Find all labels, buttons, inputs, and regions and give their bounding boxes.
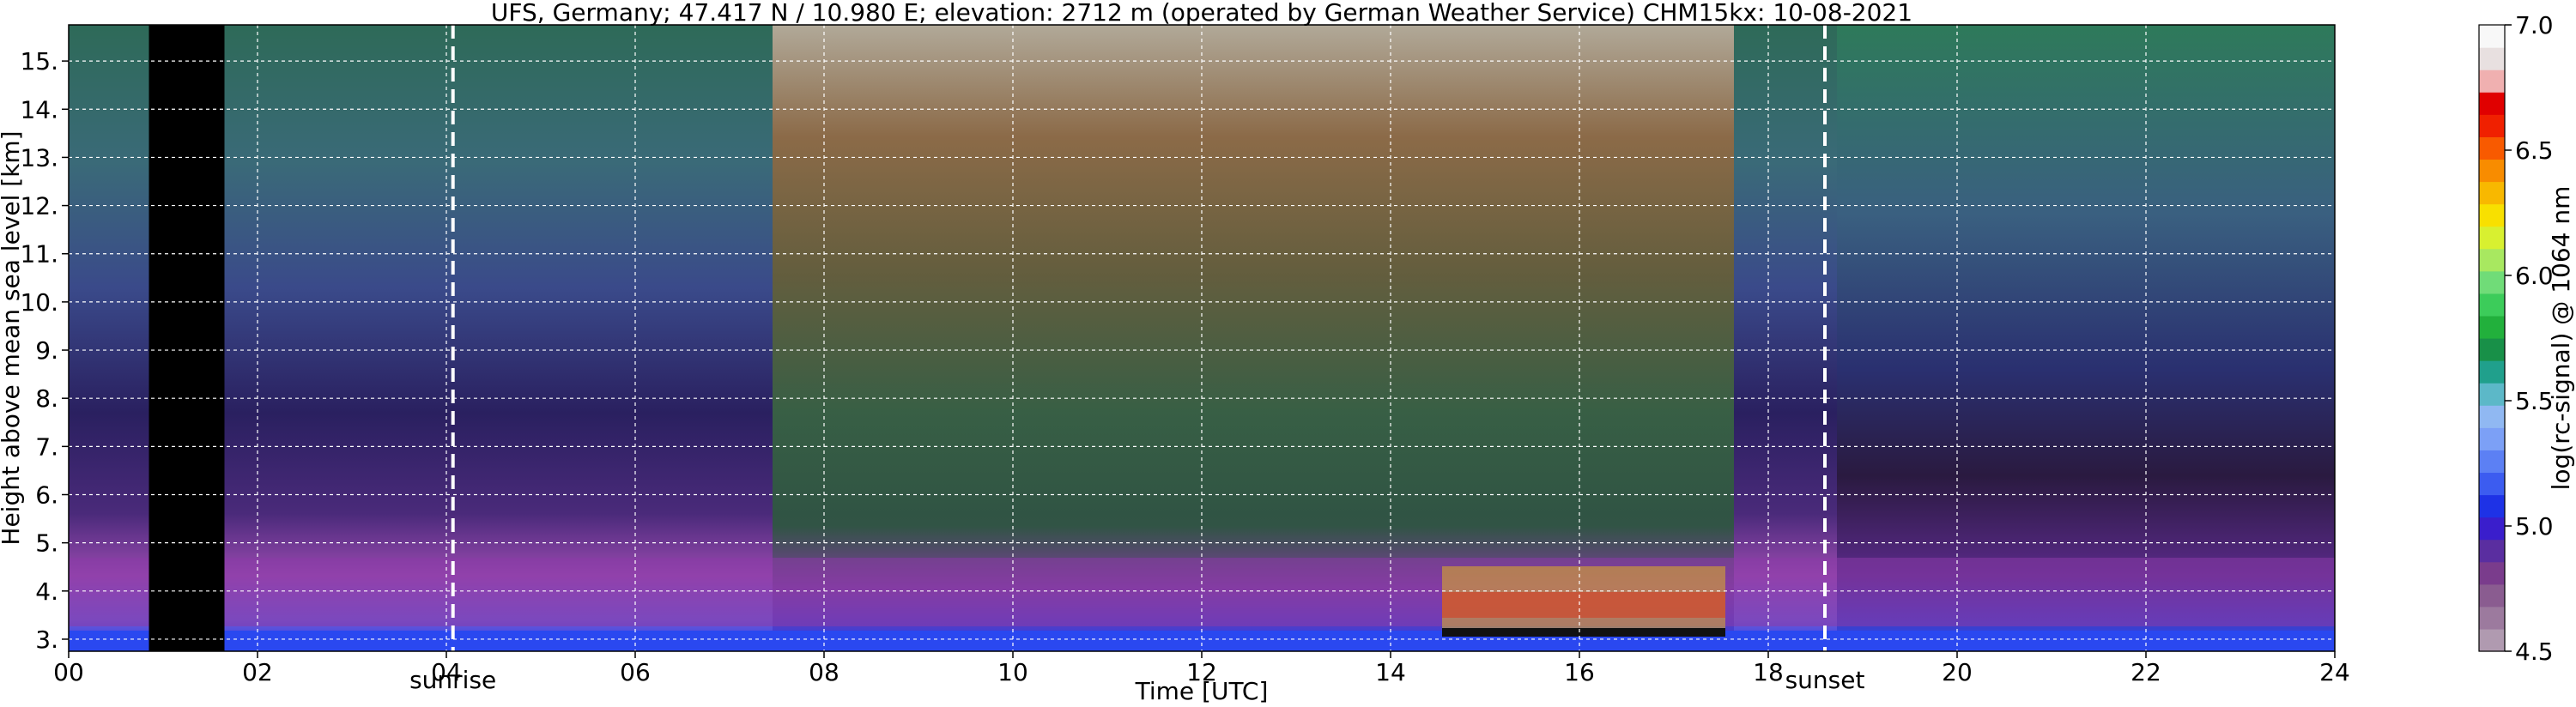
colorbar-segment — [2479, 427, 2505, 450]
no-data-block — [148, 25, 225, 651]
colorbar-segment — [2479, 181, 2505, 205]
chart-title: UFS, Germany; 47.417 N / 10.980 E; eleva… — [491, 0, 1912, 27]
y-tick-label: 10. — [20, 288, 58, 317]
annotation-sunset: sunset — [1785, 666, 1865, 694]
y-tick-label: 5. — [35, 529, 58, 558]
y-tick-label: 9. — [35, 336, 58, 365]
colorbar-segment — [2479, 583, 2505, 607]
x-tick-label: 10 — [997, 658, 1028, 686]
colorbar-segment — [2479, 270, 2505, 294]
sun-annotations: sunrise sunset — [409, 666, 1864, 694]
colorbar-tick-label: 6.5 — [2515, 136, 2554, 165]
colorbar-segment — [2479, 494, 2505, 518]
grid-lines — [69, 25, 2335, 651]
y-tick-label: 7. — [35, 432, 58, 461]
x-tick-label: 14 — [1375, 658, 1406, 686]
colorbar-segment — [2479, 293, 2505, 317]
colorbar-segment — [2479, 338, 2505, 361]
colorbar-ticks: 4.5 5.0 5.5 6.0 6.5 7.0 — [2505, 11, 2554, 666]
colorbar-segment — [2479, 136, 2505, 160]
colorbar-segment — [2479, 114, 2505, 137]
colorbar-tick-label: 5.5 — [2515, 387, 2554, 415]
y-axis-label: Height above mean sea level [km] — [0, 130, 25, 545]
colorbar — [2478, 24, 2506, 652]
y-tick-label: 13. — [20, 143, 58, 172]
x-tick-label: 22 — [2131, 658, 2161, 686]
colorbar-segment — [2479, 450, 2505, 474]
colorbar-label: log(rc-signal) @ 1064 nm — [2547, 186, 2575, 491]
y-tick-label: 3. — [35, 625, 58, 654]
annotation-sunrise: sunrise — [409, 666, 496, 694]
colorbar-segment — [2479, 92, 2505, 115]
x-tick-label: 06 — [620, 658, 651, 686]
colorbar-segment — [2479, 226, 2505, 250]
x-tick-label: 12 — [1186, 658, 1217, 686]
colorbar-segment — [2479, 383, 2505, 406]
colorbar-segment — [2479, 628, 2505, 652]
x-tick-label: 02 — [242, 658, 273, 686]
colorbar-segment — [2479, 69, 2505, 93]
x-axis-ticks: 00 02 04 06 08 10 12 14 16 18 20 22 24 — [53, 651, 2350, 686]
sun-markers — [451, 25, 1827, 651]
y-tick-label: 6. — [35, 481, 58, 510]
x-tick-label: 24 — [2319, 658, 2350, 686]
y-tick-label: 14. — [20, 95, 58, 124]
colorbar-tick-label: 6.0 — [2515, 262, 2554, 290]
colorbar-frame — [2478, 24, 2506, 652]
x-tick-label: 16 — [1564, 658, 1595, 686]
colorbar-segment — [2479, 47, 2505, 70]
colorbar-tick-label: 5.0 — [2515, 512, 2554, 541]
y-tick-label: 4. — [35, 577, 58, 606]
colorbar-segment — [2479, 159, 2505, 183]
x-axis-label: Time [UTC] — [1135, 677, 1269, 705]
x-tick-label: 00 — [53, 658, 84, 686]
colorbar-segment — [2479, 606, 2505, 630]
x-tick-label: 20 — [1942, 658, 1973, 686]
x-tick-label: 04 — [431, 658, 462, 686]
x-tick-label: 18 — [1753, 658, 1784, 686]
colorbar-tick-label: 7.0 — [2515, 11, 2554, 39]
colorbar-segment — [2479, 472, 2505, 496]
colorbar-segment — [2479, 248, 2505, 272]
y-tick-label: 11. — [20, 240, 58, 269]
ceilometer-heatmap — [69, 25, 2335, 651]
y-tick-label: 12. — [20, 192, 58, 221]
colorbar-segment — [2479, 539, 2505, 563]
colorbar-segment — [2479, 405, 2505, 428]
colorbar-segment — [2479, 561, 2505, 585]
colorbar-tick-label: 4.5 — [2515, 638, 2554, 666]
colorbar-segment — [2479, 315, 2505, 339]
y-tick-label: 8. — [35, 384, 58, 413]
colorbar-segment — [2479, 25, 2505, 48]
colorbar-segment — [2479, 360, 2505, 384]
y-tick-label: 15. — [20, 47, 58, 76]
y-axis-ticks: 3. 4. 5. 6. 7. 8. 9. 10. 11. 12. 13. 14. 15. — [20, 47, 69, 654]
colorbar-segment — [2479, 203, 2505, 227]
x-tick-label: 08 — [809, 658, 839, 686]
colorbar-segment — [2479, 517, 2505, 541]
